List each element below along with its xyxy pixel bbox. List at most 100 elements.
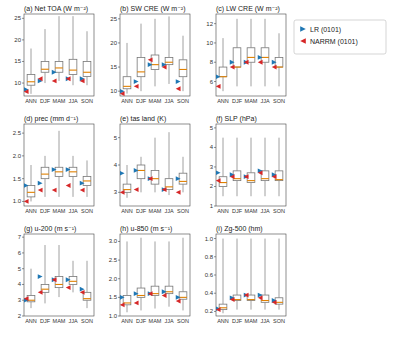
panel-title: (e) tas land (K) xyxy=(120,115,166,123)
median xyxy=(83,180,91,181)
panel-title: (d) prec (mm d⁻¹) xyxy=(24,115,78,123)
x-tick-label: SON xyxy=(273,318,285,324)
whisker xyxy=(279,33,280,57)
marker xyxy=(148,291,153,296)
marker xyxy=(38,188,43,193)
x-tick-label: DJF xyxy=(232,208,243,214)
y-tick xyxy=(22,316,24,317)
whisker xyxy=(223,239,224,305)
marks xyxy=(24,16,91,94)
y-tick xyxy=(22,61,24,62)
whisker xyxy=(251,183,252,197)
y-tick xyxy=(214,166,216,167)
y-tick xyxy=(118,297,120,298)
whisker xyxy=(183,299,184,310)
marker xyxy=(148,176,153,181)
whisker xyxy=(223,77,224,91)
marker xyxy=(162,65,167,70)
median xyxy=(247,57,255,58)
y-tick-label: 20 xyxy=(14,37,21,43)
plot-frame xyxy=(24,124,94,206)
y-tick xyxy=(214,62,216,63)
median xyxy=(247,299,255,300)
y-tick xyxy=(22,83,24,84)
panel-title: (c) LW CRE (W m⁻²) xyxy=(216,5,280,13)
y-tick-label: 0.2 xyxy=(205,308,214,314)
box xyxy=(137,57,145,76)
y-tick xyxy=(118,42,120,43)
whisker xyxy=(237,239,238,295)
panel-title: (g) u-200 (m s⁻¹) xyxy=(24,225,76,233)
marker xyxy=(272,174,277,179)
median xyxy=(137,295,145,296)
y-tick-label: 0.6 xyxy=(205,272,214,278)
marker xyxy=(24,296,29,301)
whisker xyxy=(251,138,252,173)
panel: (i) Zg-500 (hm)0.20.40.60.81.0ANNDJFMAMJ… xyxy=(205,225,286,324)
marker xyxy=(216,178,221,183)
x-tick-label: MAM xyxy=(149,208,162,214)
legend-label: NARRM (0101) xyxy=(310,38,358,46)
plot-frame xyxy=(24,14,94,96)
legend-frame xyxy=(294,20,386,54)
whisker xyxy=(45,179,46,197)
whisker xyxy=(265,19,266,48)
marker xyxy=(134,84,139,89)
whisker xyxy=(31,197,32,202)
x-tick-label: ANN xyxy=(25,98,37,104)
marker xyxy=(272,65,277,70)
whisker xyxy=(141,157,142,165)
whisker xyxy=(265,302,266,309)
whisker xyxy=(141,297,142,310)
marker xyxy=(258,170,263,175)
y-tick-label: 4 xyxy=(18,281,22,287)
y-tick-label: 10 xyxy=(110,88,117,94)
marker xyxy=(216,74,221,79)
marker xyxy=(24,89,29,94)
y-tick-label: 4 xyxy=(114,162,118,168)
marker-series xyxy=(120,291,181,307)
panel: (b) SW CRE (W m⁻²)10152025ANNDJFMAMJJASO… xyxy=(110,5,190,104)
y-tick-label: 25 xyxy=(14,15,21,21)
y-tick xyxy=(118,241,120,242)
x-tick-label: MAM xyxy=(245,208,258,214)
y-tick-label: 1.0 xyxy=(205,236,214,242)
y-tick xyxy=(22,268,24,269)
legend: LR (0101) NARRM (0101) xyxy=(294,20,386,54)
y-tick-label: 20 xyxy=(110,40,117,46)
box xyxy=(179,60,187,77)
whisker xyxy=(223,186,224,196)
y-tick xyxy=(118,278,120,279)
x-tick-label: MAM xyxy=(149,98,162,104)
x-tick-label: DJF xyxy=(40,98,51,104)
whisker xyxy=(45,292,46,303)
x-tick-label: DJF xyxy=(232,98,243,104)
whisker xyxy=(265,181,266,197)
marker xyxy=(52,277,57,282)
whisker xyxy=(223,310,224,314)
whisker xyxy=(59,176,60,197)
marker xyxy=(162,293,167,298)
marker xyxy=(258,55,263,60)
marker xyxy=(148,291,153,296)
x-tick-label: MAM xyxy=(149,318,162,324)
whisker xyxy=(127,305,128,312)
whisker xyxy=(73,176,74,197)
whisker xyxy=(183,184,184,192)
y-tick xyxy=(118,137,120,138)
x-tick-label: SON xyxy=(81,208,93,214)
y-tick-label: 2 xyxy=(210,183,214,189)
marker xyxy=(120,302,125,307)
whisker xyxy=(87,31,88,61)
whisker xyxy=(127,241,128,295)
marker xyxy=(24,199,29,204)
legend-label: LR (0101) xyxy=(310,26,341,34)
x-tick-label: SON xyxy=(273,98,285,104)
panel: (h) u-850 (m s⁻¹)1.01.52.02.53.0ANNDJFMA… xyxy=(109,225,190,324)
median xyxy=(69,171,77,172)
y-tick xyxy=(214,293,216,294)
marker xyxy=(120,190,125,195)
whisker xyxy=(279,239,280,298)
whisker xyxy=(155,296,156,309)
whisker xyxy=(155,19,156,55)
